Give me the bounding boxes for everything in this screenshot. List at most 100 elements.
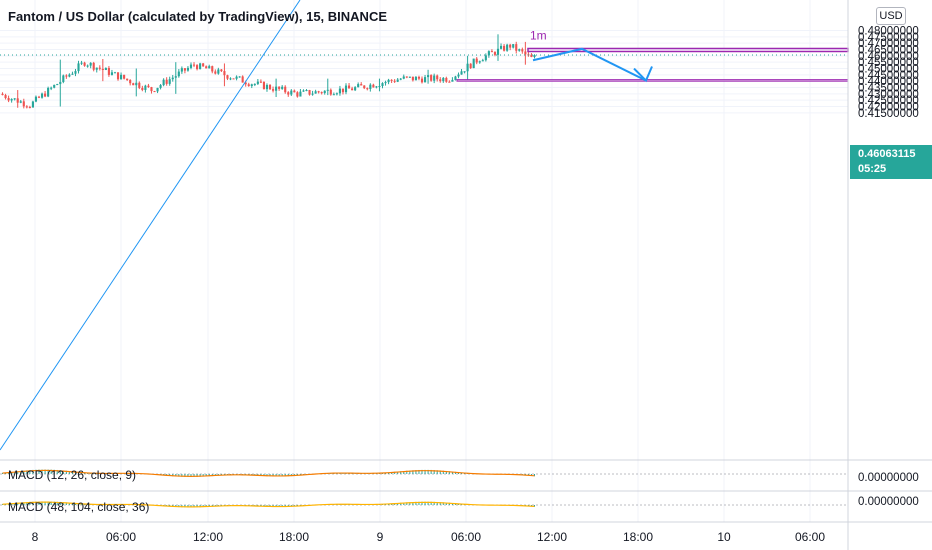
chart-drawings[interactable]: 1m bbox=[0, 0, 849, 451]
candle-body bbox=[168, 79, 171, 84]
candle-body bbox=[229, 78, 232, 80]
candle-body bbox=[323, 90, 326, 94]
x-tick-label: 06:00 bbox=[106, 530, 136, 544]
y-tick-label: 0.47500000 bbox=[858, 32, 919, 44]
candle-body bbox=[199, 63, 202, 70]
candle-body bbox=[344, 85, 348, 93]
candle-body bbox=[381, 83, 384, 87]
candle-body bbox=[305, 90, 308, 92]
candle-body bbox=[454, 76, 457, 80]
candle-body bbox=[132, 83, 135, 86]
candle-body bbox=[71, 73, 74, 75]
candle-body bbox=[311, 93, 314, 95]
candle-body bbox=[220, 69, 223, 72]
candle-body bbox=[47, 87, 50, 97]
candle-body bbox=[515, 44, 518, 51]
candle-body bbox=[487, 51, 490, 56]
candle-body bbox=[162, 79, 165, 86]
candle-body bbox=[363, 85, 366, 89]
candle-body bbox=[135, 82, 138, 86]
candle-body bbox=[50, 87, 53, 89]
candle-body bbox=[120, 74, 123, 80]
macd-legend-1[interactable]: MACD (12, 26, close, 9) bbox=[8, 468, 137, 482]
candle-body bbox=[141, 87, 144, 90]
candle-body bbox=[433, 75, 436, 81]
candle-body bbox=[189, 64, 193, 68]
macd-axis-label: 0.00000000 bbox=[858, 472, 919, 484]
macd1-signal-line bbox=[2, 469, 535, 477]
candle-body bbox=[86, 65, 89, 67]
candle-body bbox=[238, 76, 241, 78]
candle-body bbox=[293, 90, 296, 93]
candle-body bbox=[226, 75, 229, 79]
candle-body bbox=[360, 84, 363, 86]
macd-axis-label: 0.00000000 bbox=[858, 496, 919, 508]
candle-body bbox=[44, 93, 47, 97]
candle-body bbox=[493, 52, 497, 55]
candle-body bbox=[396, 79, 399, 82]
trend-line[interactable] bbox=[0, 0, 301, 451]
candle-body bbox=[320, 92, 323, 94]
candle-body bbox=[110, 72, 114, 75]
candle-body bbox=[496, 48, 500, 55]
candle-body bbox=[460, 71, 463, 75]
candle-body bbox=[113, 72, 117, 74]
candle-body bbox=[205, 66, 208, 69]
projection-arrow[interactable] bbox=[532, 47, 647, 82]
candle-body bbox=[448, 81, 451, 83]
candle-body bbox=[129, 79, 132, 84]
candle-body bbox=[53, 84, 56, 88]
candle-body bbox=[262, 81, 266, 90]
candle-body bbox=[423, 77, 427, 83]
candle-body bbox=[281, 86, 284, 89]
candle-body bbox=[278, 86, 281, 89]
candle-body bbox=[347, 85, 351, 89]
candle-body bbox=[123, 74, 126, 79]
candle-body bbox=[335, 93, 338, 95]
candle-body bbox=[147, 85, 150, 88]
y-tick-label: 0.48000000 bbox=[858, 26, 919, 38]
y-tick-label: 0.43000000 bbox=[858, 89, 919, 101]
candle-body bbox=[420, 78, 424, 83]
currency-button[interactable]: USD bbox=[876, 7, 906, 25]
candle-body bbox=[235, 76, 238, 79]
candle-body bbox=[390, 79, 393, 81]
candle-body bbox=[521, 49, 524, 52]
candle-body bbox=[484, 55, 487, 61]
candle-body bbox=[25, 106, 28, 108]
candle-body bbox=[524, 51, 527, 55]
y-tick-label: 0.43500000 bbox=[858, 83, 919, 95]
candle-body bbox=[174, 76, 177, 78]
candle-body bbox=[40, 93, 44, 98]
x-tick-label: 8 bbox=[32, 530, 39, 544]
candle-body bbox=[83, 62, 86, 66]
candle-body bbox=[186, 67, 190, 71]
candle-body bbox=[208, 66, 211, 69]
candle-body bbox=[116, 72, 120, 80]
chart-title: Fantom / US Dollar (calculated by Tradin… bbox=[8, 9, 388, 24]
x-tick-label: 12:00 bbox=[537, 530, 567, 544]
candle-body bbox=[503, 45, 506, 51]
candle-body bbox=[138, 82, 141, 88]
candle-body bbox=[77, 63, 80, 72]
candle-body bbox=[375, 86, 378, 88]
x-tick-label: 10 bbox=[717, 530, 731, 544]
candle-body bbox=[509, 44, 512, 48]
x-tick-label: 18:00 bbox=[623, 530, 653, 544]
candle-body bbox=[354, 87, 357, 91]
candle-body bbox=[326, 89, 329, 91]
candle-body bbox=[275, 86, 278, 91]
y-tick-label: 0.42000000 bbox=[858, 102, 919, 114]
candle-body bbox=[475, 58, 478, 63]
support-zone[interactable] bbox=[456, 79, 849, 82]
macd-legend-2[interactable]: MACD (48, 104, close, 36) bbox=[8, 500, 150, 514]
candle-body bbox=[265, 85, 269, 90]
candle-body bbox=[211, 66, 214, 72]
candle-body bbox=[387, 79, 390, 83]
candle-body bbox=[451, 79, 454, 82]
candle-body bbox=[16, 98, 19, 103]
candle-body bbox=[171, 77, 174, 80]
candle-body bbox=[405, 76, 408, 78]
